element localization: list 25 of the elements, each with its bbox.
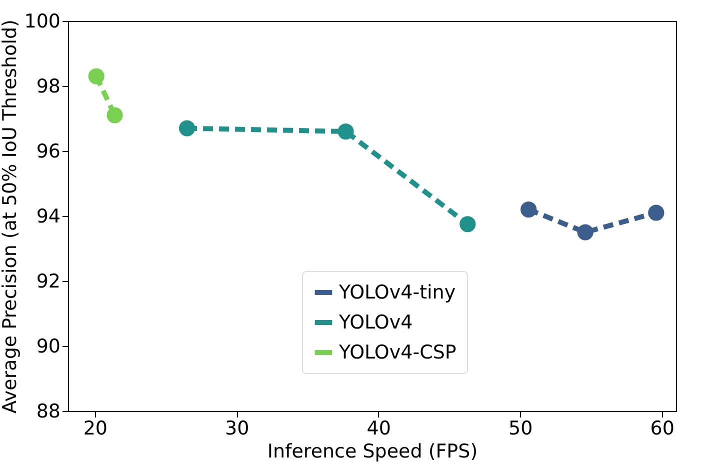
point (460, 216, 476, 232)
x-tick-label: 30 (225, 418, 250, 440)
y-tick-label: 88 (36, 400, 60, 422)
y-tick-label: 92 (36, 270, 60, 292)
legend-label: YOLOv4-tiny (338, 282, 456, 304)
x-tick-label: 20 (83, 418, 108, 440)
legend-label: YOLOv4-CSP (338, 342, 456, 364)
point (520, 201, 537, 218)
x-axis-title: Inference Speed (FPS) (267, 440, 478, 462)
legend-label: YOLOv4 (338, 312, 413, 334)
point (338, 123, 354, 140)
point (577, 224, 594, 240)
x-tick-label: 50 (508, 418, 533, 440)
y-tick-label: 98 (36, 76, 60, 98)
y-axis-title: Average Precision (at 50% IoU Threshold) (0, 20, 22, 414)
y-tick-label: 94 (36, 206, 60, 228)
point (106, 107, 123, 124)
y-tick-label: 96 (36, 140, 60, 162)
x-tick-label: 60 (650, 418, 674, 440)
point (88, 68, 104, 84)
point (648, 204, 664, 221)
y-tick-label: 90 (36, 336, 60, 358)
point (178, 120, 196, 136)
x-tick-label: 40 (366, 418, 391, 440)
y-tick-label: 100 (24, 10, 60, 32)
